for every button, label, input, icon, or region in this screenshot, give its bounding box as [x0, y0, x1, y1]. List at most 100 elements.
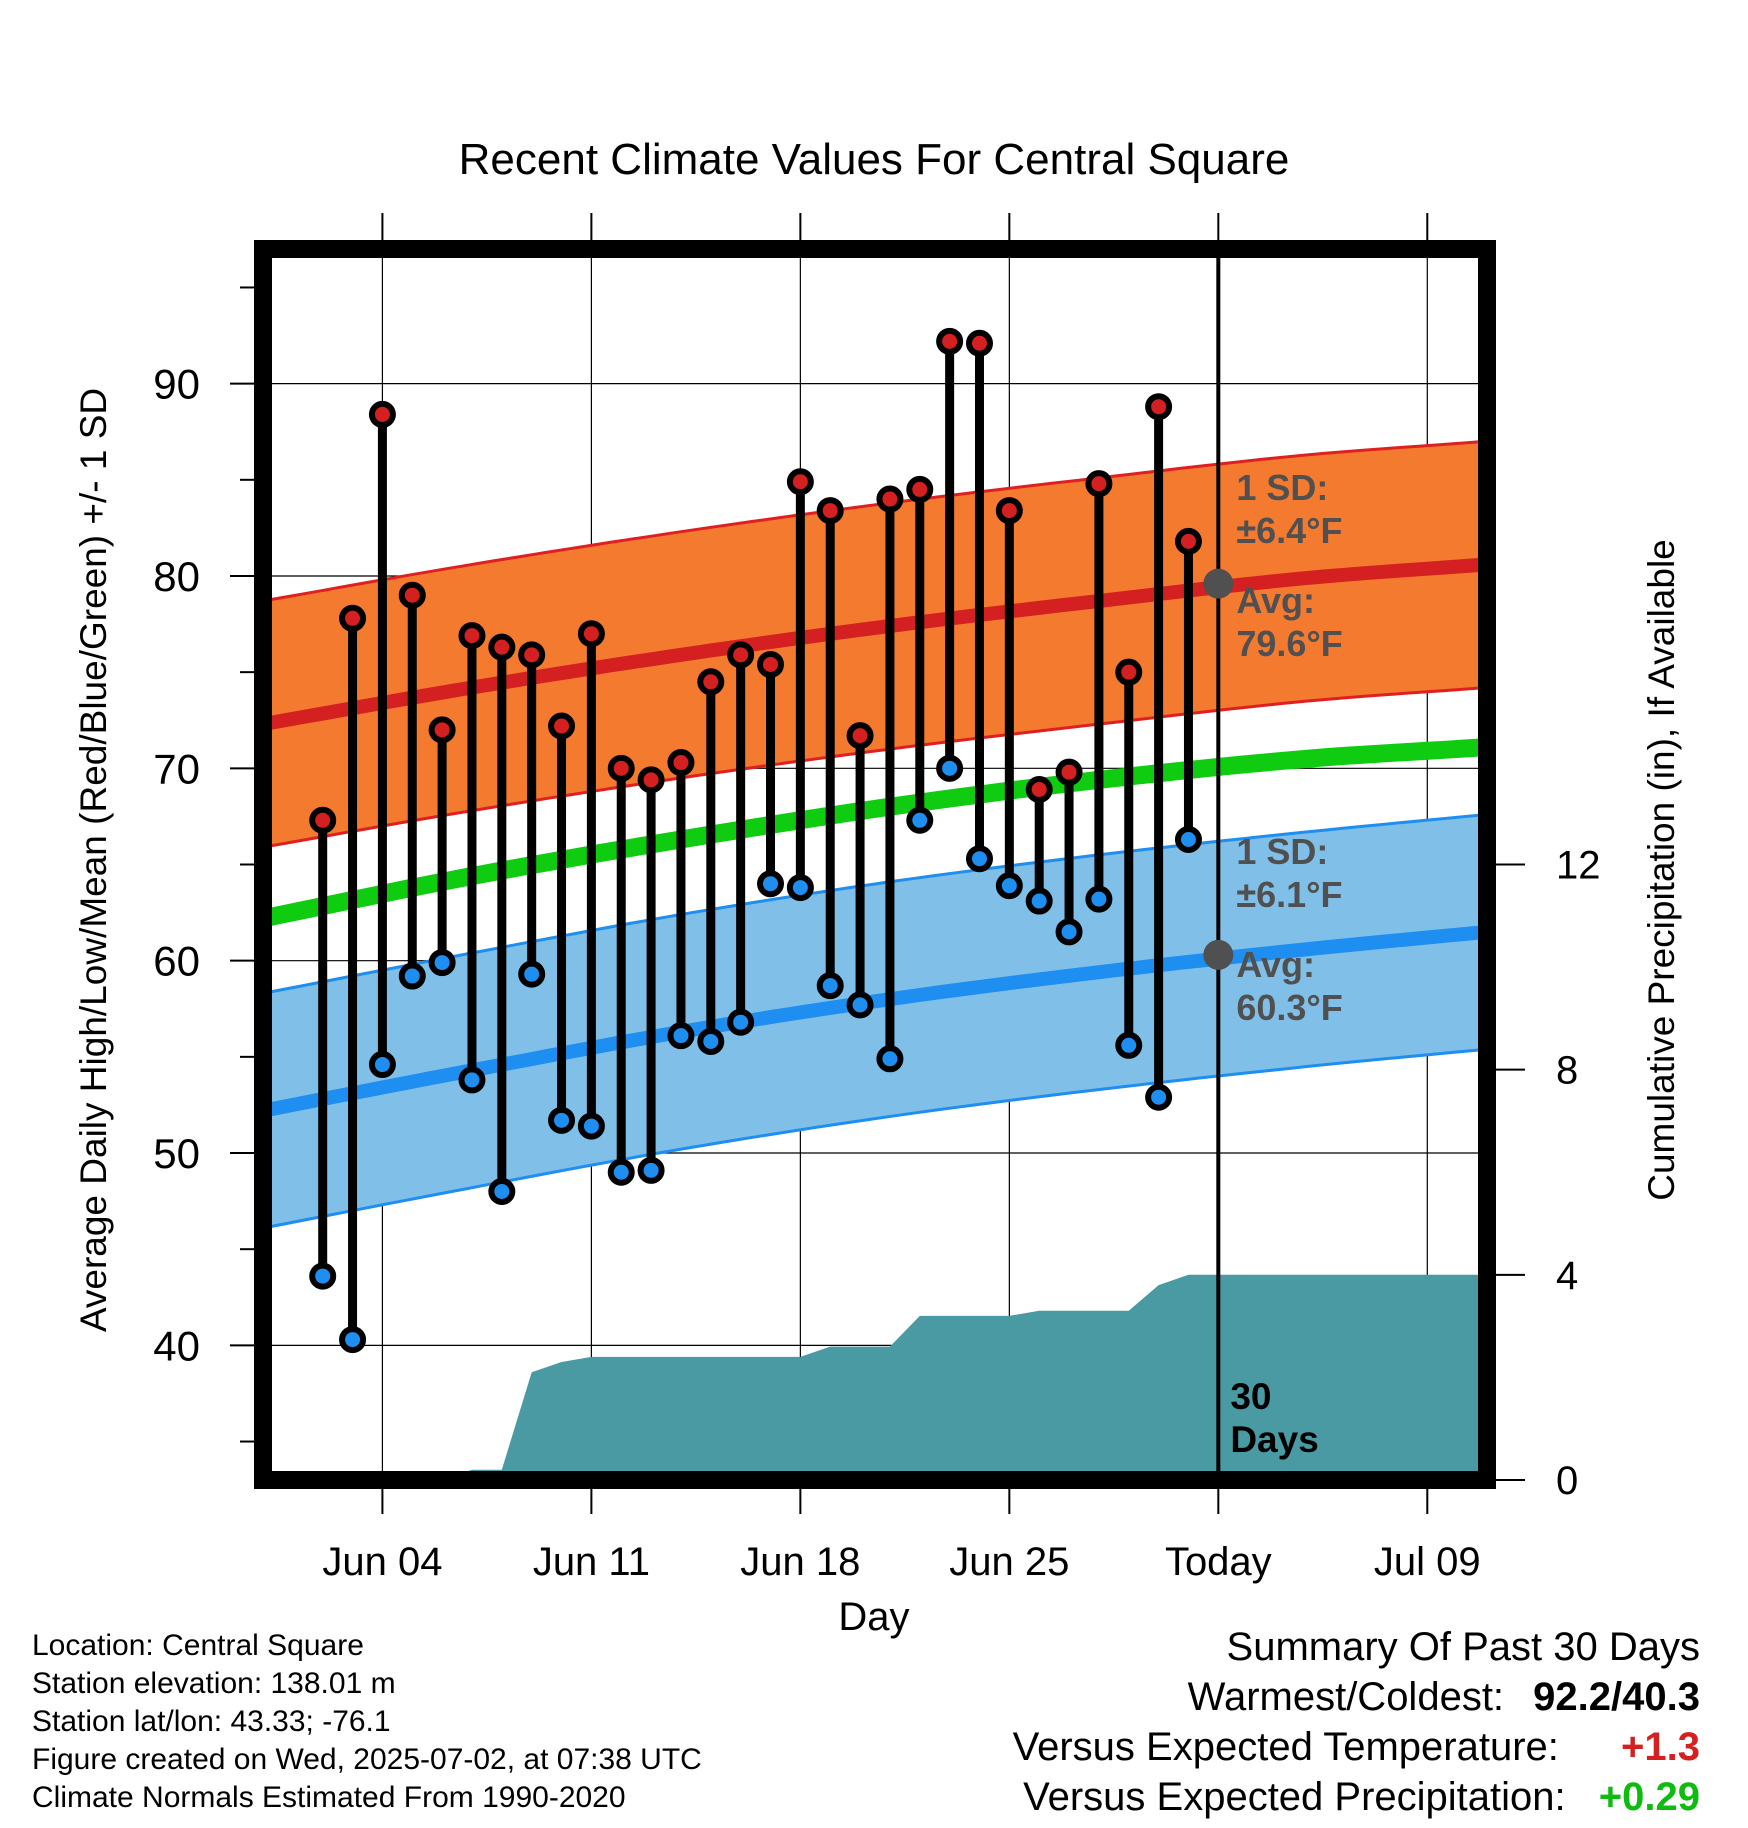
high-point	[786, 468, 814, 496]
y2-tick-label: 8	[1556, 1049, 1578, 1093]
low-point	[667, 1022, 695, 1050]
high-point	[846, 722, 874, 750]
daily-points	[309, 327, 1202, 1354]
x-axis-label: Day	[838, 1595, 909, 1639]
high-average-line	[261, 557, 1488, 731]
low-sd-value: ±6.1°F	[1236, 874, 1342, 915]
high-point	[936, 327, 964, 355]
high-point	[697, 668, 725, 696]
low-point	[757, 870, 785, 898]
low-point	[1055, 918, 1083, 946]
low-point	[1115, 1031, 1143, 1059]
high-point	[906, 475, 934, 503]
low-point	[1025, 887, 1053, 915]
high-point	[458, 622, 486, 650]
high-point	[1174, 527, 1202, 555]
low-point	[1174, 825, 1202, 853]
x-tick-label: Jun 11	[533, 1540, 650, 1584]
high-point	[965, 329, 993, 357]
low-upper-edge	[262, 813, 1488, 995]
x-tick-label: Jun 25	[949, 1540, 1069, 1584]
x-tick-label: Jun 18	[740, 1540, 860, 1584]
high-point	[368, 400, 396, 428]
x-tick-label: Jul 09	[1374, 1540, 1481, 1584]
y-tick-label: 80	[153, 553, 200, 600]
chart-title: Recent Climate Values For Central Square	[459, 135, 1290, 184]
y-tick-label: 70	[153, 745, 200, 792]
location-text: Location: Central Square	[32, 1629, 364, 1662]
low-point	[339, 1326, 367, 1354]
low-point	[428, 949, 456, 977]
low-point	[697, 1027, 725, 1055]
warmest-label: Warmest/Coldest:	[1187, 1675, 1505, 1719]
low-point	[786, 874, 814, 902]
daily-range-stems	[318, 341, 1193, 1340]
low-point	[936, 754, 964, 782]
low-sd-label: 1 SD:	[1236, 831, 1328, 872]
precip-value: +0.29	[1598, 1775, 1700, 1819]
low-lower-edge	[262, 1047, 1488, 1230]
summary-warmest-row: Warmest/Coldest: 92.2/40.3	[1013, 1672, 1700, 1722]
high-point	[995, 497, 1023, 525]
high-point	[339, 604, 367, 632]
high-avg-value: 79.6°F	[1236, 623, 1342, 664]
mean-average-line	[261, 738, 1488, 928]
low-point	[518, 960, 546, 988]
x-tick-label: Jun 04	[322, 1540, 442, 1584]
high-point	[1025, 775, 1053, 803]
summary-title: Summary Of Past 30 Days	[1226, 1625, 1700, 1669]
temp-label: Versus Expected Temperature:	[1012, 1725, 1559, 1769]
low-point	[1145, 1083, 1173, 1111]
high-point	[816, 497, 844, 525]
low-point	[1085, 885, 1113, 913]
summary-panel: Summary Of Past 30 Days Warmest/Coldest:…	[1013, 1622, 1700, 1822]
latlon-text: Station lat/lon: 43.33; -76.1	[32, 1705, 391, 1738]
normals-text: Climate Normals Estimated From 1990-2020	[32, 1781, 626, 1814]
high-upper-edge	[262, 439, 1488, 603]
y-tick-label: 60	[153, 938, 200, 985]
high-point	[548, 712, 576, 740]
high-point	[727, 641, 755, 669]
y-tick-label: 90	[153, 361, 200, 408]
summary-precip-row: Versus Expected Precipitation: +0.29	[1013, 1772, 1700, 1822]
high-point	[577, 620, 605, 648]
low-point	[398, 962, 426, 990]
summary-temp-row: Versus Expected Temperature: +1.3	[1013, 1722, 1700, 1772]
high-point	[667, 749, 695, 777]
x-tick-label: Today	[1165, 1540, 1272, 1584]
axis-ticks: 40 50 60 70 80 90 0 4 8 12 Jun 04 Jun 11 Jun 18 Jun 2…	[153, 213, 1601, 1584]
high-lower-edge	[262, 686, 1488, 849]
high-point	[488, 633, 516, 661]
plot-border	[254, 240, 1496, 1489]
low-point	[607, 1158, 635, 1186]
high-point	[1115, 658, 1143, 686]
plot-frame	[254, 240, 1496, 1489]
precip-fill	[322, 1274, 1488, 1480]
y2-axis-label: Cumulative Precipitation (in), If Availa…	[1641, 539, 1682, 1201]
low-point	[876, 1045, 904, 1073]
precip-label: Versus Expected Precipitation:	[1023, 1775, 1566, 1819]
high-sd-label: 1 SD:	[1236, 467, 1328, 508]
created-text: Figure created on Wed, 2025-07-02, at 07…	[32, 1743, 702, 1776]
high-avg-label: Avg:	[1236, 580, 1315, 621]
y-tick-label: 40	[153, 1322, 200, 1369]
low-point	[727, 1008, 755, 1036]
high-point	[1085, 470, 1113, 498]
low-point	[577, 1112, 605, 1140]
low-point	[965, 845, 993, 873]
days-count-word: Days	[1230, 1419, 1318, 1460]
low-avg-value: 60.3°F	[1236, 987, 1342, 1028]
precipitation-area	[322, 1274, 1488, 1480]
high-avg-today-marker	[1203, 568, 1234, 599]
high-point	[637, 766, 665, 794]
low-point	[816, 972, 844, 1000]
temp-value: +1.3	[1621, 1725, 1700, 1769]
low-avg-today-marker	[1203, 939, 1234, 970]
low-point	[368, 1051, 396, 1079]
station-info: Location: Central Square Station elevati…	[32, 1627, 702, 1817]
high-point	[309, 806, 337, 834]
y2-tick-label: 12	[1556, 844, 1601, 888]
y2-tick-label: 4	[1556, 1254, 1578, 1298]
low-point	[906, 806, 934, 834]
